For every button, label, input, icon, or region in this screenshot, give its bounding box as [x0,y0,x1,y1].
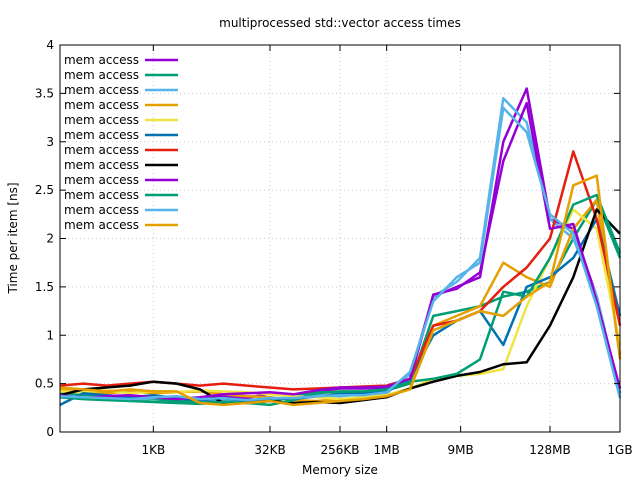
series-line-12 [59,174,622,407]
x-tick-label: 9MB [448,443,474,457]
legend-label: mem access [64,83,139,97]
y-tick-label: 4 [46,38,54,52]
x-tick-label: 256KB [320,443,359,457]
legend-label: mem access [64,53,139,67]
x-tick-label: 1KB [141,443,165,457]
legend-label: mem access [64,158,139,172]
grid [60,45,620,432]
series-line-8 [59,208,621,405]
y-tick-label: 2 [46,232,54,246]
x-axis-label: Memory size [302,463,378,477]
y-tick-label: 2.5 [35,183,54,197]
y-tick-label: 0.5 [35,377,54,391]
y-tick-label: 1 [46,328,54,342]
y-axis-label: Time per item [ns] [6,182,20,294]
legend-label: mem access [64,98,139,112]
legend-label: mem access [64,128,139,142]
legend-label: mem access [64,218,139,232]
legend-label: mem access [64,143,139,157]
x-tick-label: 1GB [607,443,632,457]
legend-label: mem access [64,188,139,202]
x-tick-label: 1MB [374,443,400,457]
x-tick-label: 128MB [529,443,571,457]
legend-label: mem access [64,203,139,217]
legend-label: mem access [64,173,139,187]
y-tick-label: 1.5 [35,280,54,294]
y-tick-label: 3.5 [35,86,54,100]
ticks: 1KB 32KB 256KB 1MB 9MB 128MB 1GB 0 0.5 1 1.5 2 2.5 3 3… [35,38,633,457]
legend-label: mem access [64,113,139,127]
legend-label: mem access [64,68,139,82]
y-tick-label: 0 [46,425,54,439]
chart-title: multiprocessed std::vector access times [219,16,461,30]
y-tick-label: 3 [46,135,54,149]
series-line-11 [59,106,622,402]
series-layer [59,87,622,407]
x-tick-label: 32KB [254,443,285,457]
